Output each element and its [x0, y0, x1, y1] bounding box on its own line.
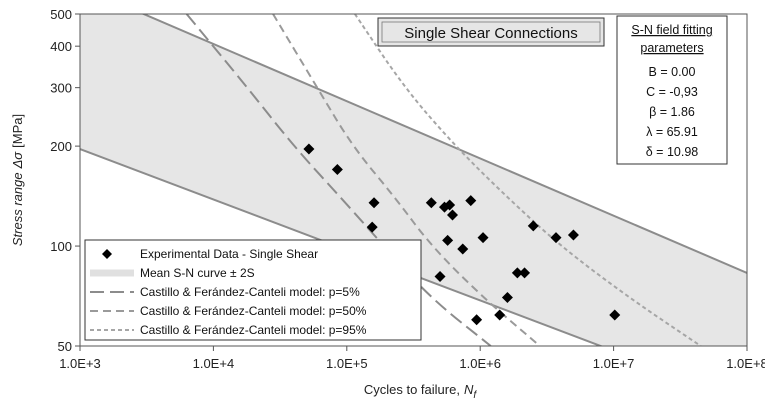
y-tick-label: 200: [50, 139, 72, 154]
x-tick-label: 1.0E+6: [459, 356, 501, 371]
x-axis-label: Cycles to failure,: [364, 382, 460, 397]
legend-label-p5: Castillo & Ferández-Canteli model: p=5%: [140, 285, 360, 299]
data-point: [425, 197, 437, 209]
x-tick-label: 1.0E+5: [326, 356, 368, 371]
y-axis-unit: [MPa]: [10, 114, 25, 148]
chart-title: Single Shear Connections: [404, 25, 577, 42]
experimental-points: [303, 143, 621, 326]
parameters-title-line2: parameters: [640, 41, 703, 55]
y-axis-title: Stress range Δσ [MPa]: [10, 114, 25, 246]
x-tick-label: 1.0E+3: [59, 356, 101, 371]
x-axis-ticks: 1.0E+3 1.0E+4 1.0E+5 1.0E+6 1.0E+7 1.0E+8: [59, 346, 765, 371]
y-axis-ticks: 50 100 200 300 400 500: [50, 7, 80, 354]
model-curve-2: [272, 14, 541, 346]
model-curves: [185, 14, 702, 346]
y-axis-symbol: Δσ: [10, 151, 25, 170]
x-tick-label: 1.0E+4: [193, 356, 235, 371]
data-point: [519, 267, 531, 279]
model-curve-3: [354, 14, 702, 346]
legend-label-p95: Castillo & Ferández-Canteli model: p=95%: [140, 323, 367, 337]
y-tick-label: 300: [50, 81, 72, 96]
legend-entry-band: Mean S-N curve ± 2S: [90, 266, 255, 280]
x-tick-label: 1.0E+8: [726, 356, 765, 371]
legend: Experimental Data - Single Shear Mean S-…: [84, 239, 422, 341]
legend-label-p50: Castillo & Ferández-Canteli model: p=50%: [140, 304, 367, 318]
band-fill: [80, 14, 747, 346]
legend-entry-p5: Castillo & Ferández-Canteli model: p=5%: [90, 285, 360, 299]
data-point: [494, 309, 506, 321]
data-point: [303, 143, 315, 155]
data-point: [471, 314, 483, 326]
data-point: [331, 164, 343, 176]
data-point: [501, 291, 513, 303]
parameters-title-line1: S-N field fitting: [631, 23, 712, 37]
data-point: [366, 221, 378, 233]
legend-entry-experimental: Experimental Data - Single Shear: [102, 247, 318, 261]
legend-label-experimental: Experimental Data - Single Shear: [140, 247, 318, 261]
data-point: [457, 243, 469, 255]
data-point: [465, 195, 477, 207]
parameter-b: B = 0.00: [649, 65, 696, 79]
y-tick-label: 100: [50, 239, 72, 254]
data-point: [550, 232, 562, 244]
data-point: [444, 199, 456, 211]
legend-entry-p95: Castillo & Ferández-Canteli model: p=95%: [90, 323, 367, 337]
y-tick-label: 50: [58, 339, 72, 354]
legend-diamond-marker: [102, 249, 112, 259]
parameter-lambda: λ = 65.91: [646, 125, 698, 139]
data-point: [527, 220, 539, 232]
data-point: [511, 267, 523, 279]
y-tick-label: 400: [50, 39, 72, 54]
data-point: [447, 209, 459, 221]
plot-frame: [79, 13, 748, 347]
y-axis-label: Stress range: [10, 172, 25, 246]
legend-entry-p50: Castillo & Ferández-Canteli model: p=50%: [90, 304, 367, 318]
data-point: [609, 309, 621, 321]
data-point: [567, 229, 579, 241]
parameter-delta: δ = 10.98: [646, 145, 699, 159]
model-curve-1: [185, 14, 492, 346]
parameter-beta: β = 1.86: [649, 105, 695, 119]
legend-label-band: Mean S-N curve ± 2S: [140, 266, 255, 280]
parameter-c: C = -0,93: [646, 85, 698, 99]
x-axis-symbol: N: [464, 382, 474, 397]
chart-title-box: Single Shear Connections: [377, 17, 605, 47]
x-tick-label: 1.0E+7: [593, 356, 635, 371]
band-upper-edge: [141, 14, 747, 274]
data-point: [477, 232, 489, 244]
parameters-box: S-N field fitting parameters B = 0.00 C …: [616, 15, 728, 165]
x-axis-subscript: f: [473, 390, 477, 401]
data-point: [368, 197, 380, 209]
data-point: [442, 234, 454, 246]
y-tick-label: 500: [50, 7, 72, 22]
x-axis-title: Cycles to failure, Nf: [364, 382, 477, 401]
data-point: [434, 270, 446, 282]
